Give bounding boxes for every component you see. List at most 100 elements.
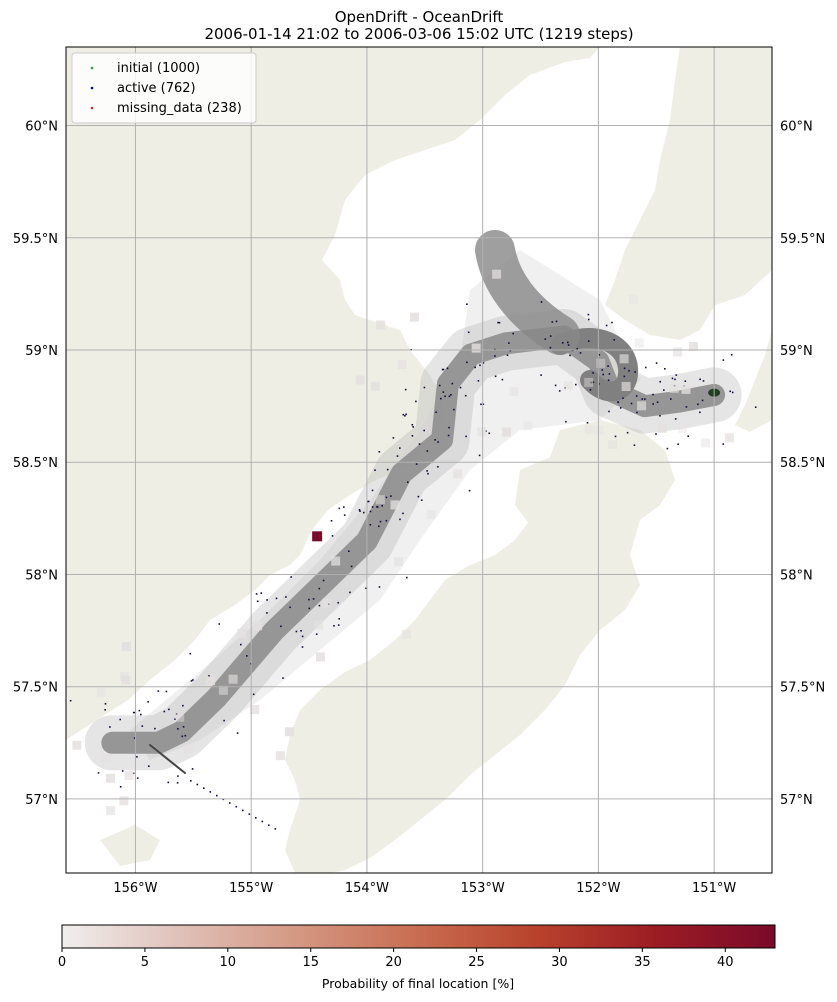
particle (754, 406, 757, 408)
particle (290, 576, 292, 578)
particle (157, 690, 160, 692)
particle (448, 426, 450, 429)
particle (104, 703, 107, 705)
particle (223, 719, 225, 722)
lat-tick-label-right-1: 59.5°N (780, 232, 825, 247)
particle (240, 643, 242, 646)
particle (659, 415, 661, 417)
legend: initial (1000) active (762) missing_data… (71, 52, 257, 124)
probability-cell (106, 806, 116, 816)
particle (348, 550, 350, 552)
particle (623, 375, 626, 378)
colorbar-ticks: 0 5 10 15 20 25 30 35 40 (58, 948, 734, 970)
gridlines (66, 47, 772, 873)
particle (645, 366, 647, 369)
particle (628, 369, 630, 372)
probability-cell (184, 743, 193, 753)
particle (176, 782, 179, 784)
particle (551, 321, 554, 323)
particle (255, 817, 257, 819)
lon-tick-label-5: 151°W (692, 881, 736, 896)
lat-tick-label-right-6: 57°N (780, 793, 813, 808)
particle (453, 408, 455, 411)
probability-cell (608, 440, 618, 450)
legend-label-initial: initial (1000) (117, 61, 200, 76)
particle (203, 787, 205, 789)
particle (165, 690, 168, 693)
probability-cell (688, 342, 698, 351)
particle (567, 344, 570, 346)
probability-cell (502, 427, 511, 437)
probability-cell (678, 423, 688, 433)
colorbar-tick-label-6: 30 (551, 955, 568, 970)
legend-label-missing: missing_data (238) (117, 101, 242, 116)
particle (435, 411, 437, 413)
particle (494, 375, 497, 378)
lat-tick-label-left-5: 57.5°N (13, 681, 58, 696)
particle (630, 402, 633, 405)
particle (549, 346, 552, 349)
particle (592, 372, 594, 374)
probability-cell (121, 642, 131, 652)
particle (190, 680, 193, 682)
particle (132, 711, 135, 714)
probability-cell (376, 320, 386, 330)
particle (190, 780, 192, 782)
particle (635, 395, 638, 397)
particle (318, 604, 321, 607)
particle (405, 413, 407, 416)
land-afognak (515, 455, 580, 525)
land-kenai-south (735, 330, 772, 432)
particle (136, 756, 138, 758)
particle (540, 301, 543, 303)
particle (385, 496, 388, 499)
particle (136, 777, 139, 779)
probability-cell (250, 705, 260, 715)
particle (549, 335, 552, 337)
trajectories (84, 230, 742, 774)
particle (177, 728, 179, 730)
particle (702, 380, 705, 382)
probability-cell (253, 621, 263, 631)
probability-cell (397, 360, 407, 369)
particle (312, 598, 315, 600)
particle (358, 509, 361, 511)
particle (685, 406, 688, 408)
particle (459, 386, 462, 389)
map-frame (65, 46, 773, 874)
particle (561, 342, 564, 344)
probability-cell (119, 796, 129, 806)
colorbar-tick-label-3: 15 (302, 955, 319, 970)
probability-cell (523, 421, 533, 431)
particle (699, 411, 701, 414)
legend-marker-active (90, 86, 94, 90)
colorbar-gradient (61, 924, 776, 949)
particle (252, 693, 255, 696)
particle (729, 390, 731, 393)
latitude-tick-labels-right: 60°N 59.5°N 59°N 58.5°N 58°N 57.5°N 57°N (780, 120, 825, 808)
particle (659, 380, 661, 383)
probability-cell (394, 557, 403, 567)
particle (285, 596, 287, 598)
particle (731, 391, 734, 394)
particle (652, 403, 654, 405)
trajectory-loop (550, 328, 638, 402)
particle (371, 489, 374, 492)
particle (218, 623, 220, 625)
particle (509, 349, 512, 352)
particle (235, 805, 238, 808)
particle (565, 420, 567, 423)
probability-cell (477, 427, 487, 437)
probability-cell (206, 676, 216, 686)
particle (587, 318, 590, 321)
lon-tick-label-1: 155°W (229, 881, 273, 896)
legend-marker-missing (90, 106, 94, 110)
particle (466, 361, 468, 364)
land-south-island (100, 825, 160, 866)
particle (390, 495, 392, 497)
particle (633, 444, 636, 446)
particle (569, 354, 571, 357)
probability-cell (275, 751, 285, 761)
chart-title: OpenDrift - OceanDrift (335, 8, 504, 26)
